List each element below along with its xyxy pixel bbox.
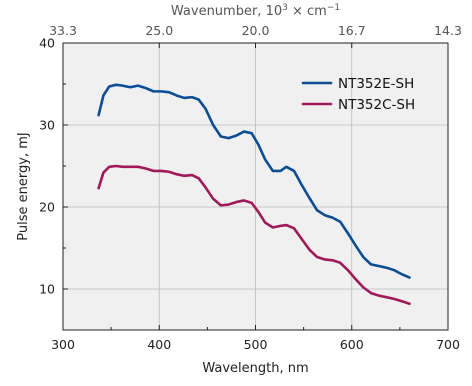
legend: NT352E-SH NT352C-SH: [301, 76, 415, 113]
series-layer: [97, 83, 411, 306]
top-axis-title-exp2: −1: [327, 3, 340, 13]
x-tick-label: 700: [436, 337, 460, 352]
legend-label-1: NT352C-SH: [338, 97, 415, 113]
top-axis-title: Wavenumber, 103 × cm−1: [171, 3, 340, 19]
y-tick-label: 40: [39, 36, 55, 51]
y-tick-label: 30: [39, 118, 55, 133]
x-tick-label: 600: [340, 337, 364, 352]
x-tick-label: 300: [51, 337, 75, 352]
x-tick-label: 500: [244, 337, 268, 352]
top-tick-label: 16.7: [338, 23, 366, 38]
legend-label-0: NT352E-SH: [338, 76, 414, 92]
top-tick-label: 14.3: [434, 23, 462, 38]
top-axis-title-exp: 3: [282, 3, 288, 13]
top-tick-label: 20.0: [242, 23, 270, 38]
top-axis-title-mid: × cm: [288, 4, 327, 19]
series-line-1: [97, 164, 411, 306]
y-axis-title: Pulse energy, mJ: [16, 132, 31, 240]
y-tick-label: 20: [39, 200, 55, 215]
y-tick-label: 10: [39, 282, 55, 297]
top-tick-label: 25.0: [145, 23, 173, 38]
top-tick-label: 33.3: [49, 23, 77, 38]
x-axis-title: Wavelength, nm: [202, 361, 308, 376]
series-line-0: [97, 83, 411, 279]
top-axis-title-base: Wavenumber, 10: [171, 4, 282, 19]
x-tick-label: 400: [147, 337, 171, 352]
